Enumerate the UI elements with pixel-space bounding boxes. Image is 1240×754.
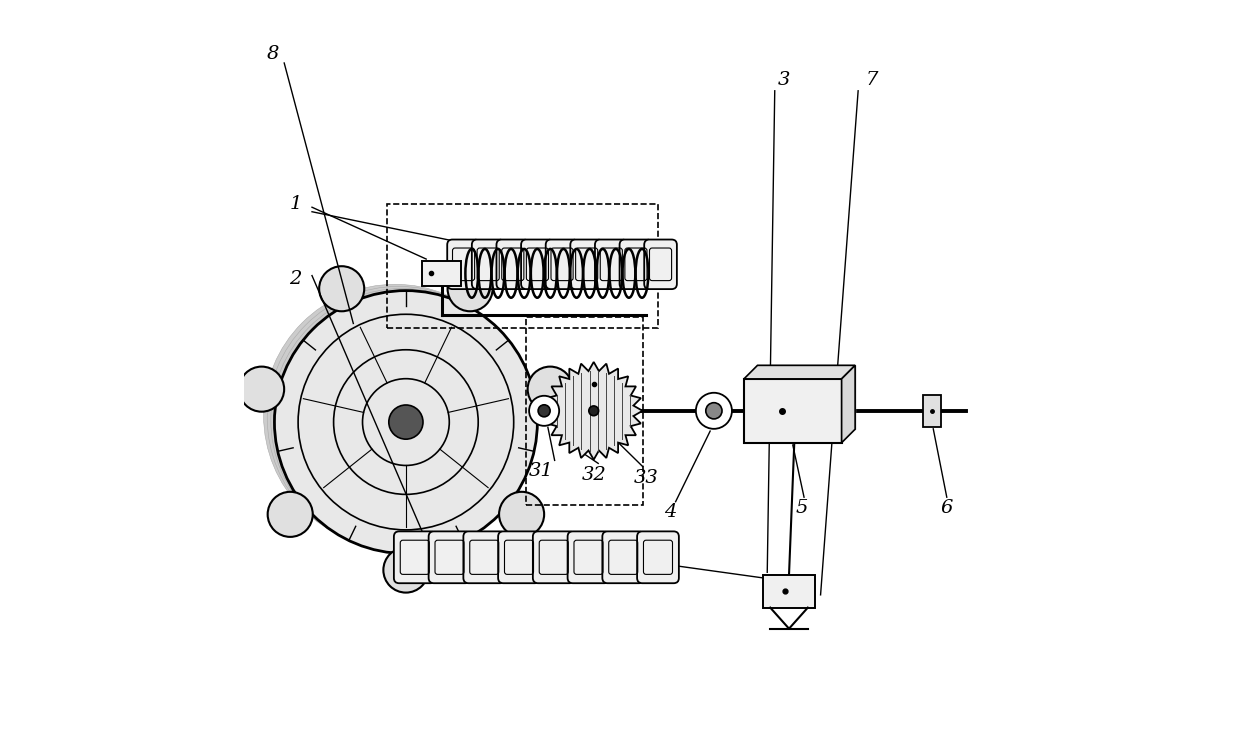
Text: 33: 33 — [634, 470, 658, 487]
Bar — [423, 261, 461, 286]
FancyBboxPatch shape — [570, 240, 603, 289]
Circle shape — [498, 492, 544, 537]
Bar — [764, 575, 815, 608]
Text: 32: 32 — [582, 466, 606, 483]
Bar — [758, 366, 856, 429]
Circle shape — [528, 366, 573, 412]
FancyBboxPatch shape — [498, 532, 539, 583]
Circle shape — [389, 405, 423, 439]
Polygon shape — [544, 362, 642, 460]
FancyBboxPatch shape — [568, 532, 609, 583]
Bar — [923, 395, 941, 427]
FancyBboxPatch shape — [429, 532, 470, 583]
Circle shape — [529, 396, 559, 426]
FancyBboxPatch shape — [496, 240, 529, 289]
FancyBboxPatch shape — [533, 532, 574, 583]
Circle shape — [589, 406, 599, 415]
FancyBboxPatch shape — [546, 240, 578, 289]
Text: 7: 7 — [866, 72, 878, 89]
Bar — [744, 379, 842, 443]
Circle shape — [696, 393, 732, 429]
Circle shape — [706, 403, 722, 419]
FancyBboxPatch shape — [603, 532, 644, 583]
Text: 5: 5 — [796, 499, 808, 517]
FancyBboxPatch shape — [448, 240, 480, 289]
Circle shape — [383, 547, 429, 593]
FancyBboxPatch shape — [645, 240, 677, 289]
Text: 4: 4 — [665, 503, 677, 521]
Circle shape — [448, 266, 492, 311]
Circle shape — [319, 266, 365, 311]
Text: 3: 3 — [777, 72, 790, 89]
FancyBboxPatch shape — [472, 240, 505, 289]
Circle shape — [268, 287, 531, 550]
Circle shape — [268, 492, 312, 537]
FancyBboxPatch shape — [521, 240, 554, 289]
Circle shape — [270, 289, 533, 551]
FancyBboxPatch shape — [620, 240, 652, 289]
Circle shape — [264, 284, 527, 547]
Circle shape — [274, 290, 537, 553]
Text: 31: 31 — [528, 462, 553, 480]
FancyBboxPatch shape — [637, 532, 678, 583]
Polygon shape — [842, 366, 856, 443]
FancyBboxPatch shape — [394, 532, 435, 583]
Text: 2: 2 — [289, 271, 301, 288]
Circle shape — [239, 366, 284, 412]
FancyBboxPatch shape — [464, 532, 505, 583]
Text: 1: 1 — [289, 195, 301, 213]
FancyBboxPatch shape — [595, 240, 627, 289]
Polygon shape — [744, 366, 856, 379]
Text: 6: 6 — [941, 499, 954, 517]
Bar — [387, 204, 657, 328]
Bar — [526, 317, 642, 504]
Circle shape — [538, 405, 551, 417]
Text: 8: 8 — [267, 45, 279, 63]
